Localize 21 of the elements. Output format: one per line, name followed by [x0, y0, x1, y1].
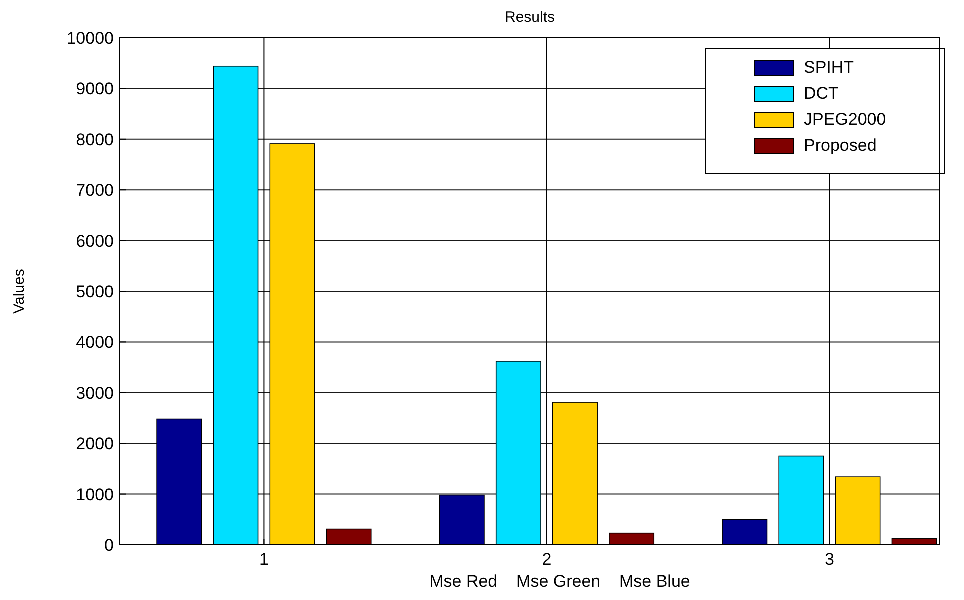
y-tick-label: 3000 [76, 384, 114, 403]
y-tick-label: 6000 [76, 232, 114, 251]
legend-label: JPEG2000 [804, 110, 886, 129]
x-tick-label: 3 [824, 550, 834, 569]
legend-label: DCT [804, 84, 839, 103]
legend-label: SPIHT [804, 58, 854, 77]
y-tick-label: 10000 [66, 28, 114, 48]
y-tick-label: 0 [104, 536, 114, 555]
y-tick-label: 1000 [76, 485, 114, 504]
x-tick-label: 2 [542, 550, 552, 569]
y-tick-label: 4000 [76, 333, 114, 352]
chart-title: Results [504, 9, 556, 26]
y-tick-label: 7000 [76, 181, 114, 200]
y-tick-label: 5000 [76, 282, 114, 302]
y-tick-label: 9000 [76, 80, 114, 99]
x-axis-title: Mse Red Mse Green Mse Blue [430, 572, 690, 591]
x-tick-label: 1 [259, 550, 269, 569]
y-tick-label: 8000 [76, 130, 114, 150]
legend-label: Proposed [804, 136, 877, 155]
y-tick-label: 2000 [76, 434, 114, 454]
y-axis-title: Values [11, 269, 28, 314]
